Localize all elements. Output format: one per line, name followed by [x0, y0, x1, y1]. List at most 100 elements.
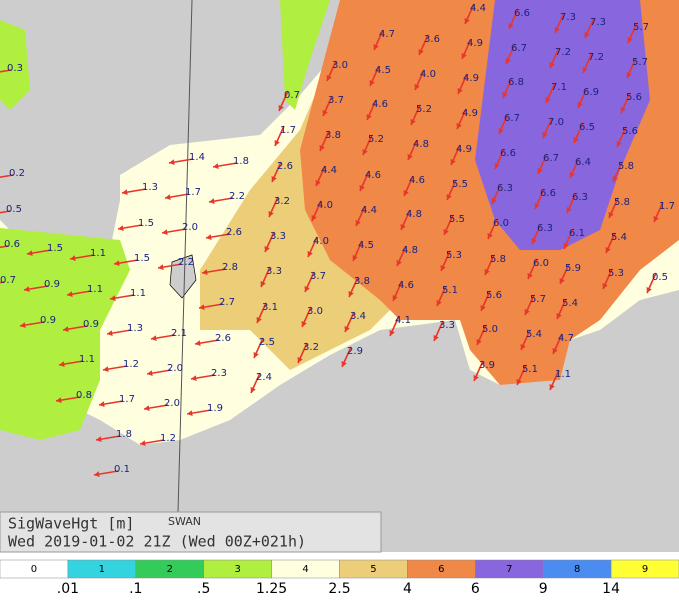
arrow-head: [440, 265, 446, 271]
wave-height-label: 0.7: [284, 90, 300, 101]
wave-height-label: 4.4: [321, 165, 337, 176]
wave-height-label: 1.2: [123, 359, 139, 370]
wave-height-label: 4.8: [402, 245, 418, 256]
arrow-head: [169, 159, 175, 165]
wave-arrow: [0, 174, 14, 178]
wave-height-label: 4.9: [467, 38, 483, 49]
wave-height-label: 6.6: [514, 8, 530, 19]
arrow-head: [304, 286, 310, 292]
wave-height-label: 5.1: [522, 364, 538, 375]
arrow-head: [480, 305, 486, 311]
wave-height-label: 5.8: [614, 197, 630, 208]
wave-height-label: 2.3: [211, 368, 227, 379]
arrow-head: [99, 401, 105, 407]
wave-height-label: 6.3: [537, 223, 553, 234]
arrow-head: [418, 49, 424, 55]
wave-height-label: 7.0: [548, 117, 564, 128]
wave-height-label: 0.6: [4, 239, 20, 250]
arrow-head: [559, 278, 565, 284]
wave-arrow: [0, 210, 11, 214]
wave-height-label: 2.2: [229, 191, 245, 202]
colorbar-tick: 6: [471, 581, 480, 597]
arrow-head: [433, 335, 439, 341]
arrow-head: [646, 287, 652, 293]
arrow-head: [484, 269, 490, 275]
arrow-head: [187, 410, 193, 416]
arrow-head: [605, 247, 611, 253]
wave-height-label: 2.9: [347, 346, 363, 357]
wave-height-label: 3.3: [439, 320, 455, 331]
wave-height-label: 5.7: [530, 294, 546, 305]
wave-height-label: 3.9: [479, 360, 495, 371]
arrow-head: [612, 176, 618, 182]
wave-height-label: 3.6: [424, 34, 440, 45]
arrow-head: [534, 203, 540, 209]
arrow-head: [476, 339, 482, 345]
wave-height-label: 2.4: [256, 372, 272, 383]
arrow-head: [250, 387, 256, 393]
arrow-head: [569, 172, 575, 178]
arrow-head: [268, 211, 274, 217]
arrow-head: [213, 163, 219, 169]
arrow-head: [260, 281, 266, 287]
wave-height-label: 6.1: [569, 228, 585, 239]
wave-height-label: 5.5: [452, 179, 468, 190]
arrow-head: [549, 62, 555, 68]
wave-height-label: 1.7: [119, 394, 135, 405]
arrow-head: [446, 194, 452, 200]
arrow-head: [443, 229, 449, 235]
wave-height-label: 4.9: [462, 108, 478, 119]
wave-height-label: 4.7: [379, 29, 395, 40]
arrow-head: [542, 132, 548, 138]
arrow-head: [20, 322, 26, 328]
arrow-head: [199, 304, 205, 310]
wave-height-label: 4.4: [470, 3, 486, 14]
sea-purple: [475, 0, 650, 250]
wave-height-label: 4.0: [313, 236, 329, 247]
wave-height-label: 5.4: [562, 298, 578, 309]
wave-height-label: 1.1: [87, 284, 103, 295]
arrow-head: [516, 379, 522, 385]
arrow-head: [653, 216, 659, 222]
wave-arrow: [0, 245, 9, 249]
wave-height-label: 4.8: [406, 209, 422, 220]
arrow-head: [403, 190, 409, 196]
wave-height-label: 6.3: [497, 183, 513, 194]
colorbar-tick: .01: [57, 581, 79, 597]
arrow-head: [122, 189, 128, 195]
arrow-head: [508, 23, 514, 29]
wave-height-label: 2.6: [277, 161, 293, 172]
arrow-head: [620, 107, 626, 113]
arrow-head: [264, 246, 270, 252]
wave-height-label: 4.0: [317, 200, 333, 211]
wave-height-label: 5.6: [486, 290, 502, 301]
colorbar-class: 5: [370, 564, 376, 575]
wave-height-label: 4.9: [456, 144, 472, 155]
arrow-head: [206, 234, 212, 240]
arrow-head: [274, 140, 280, 146]
arrow-head: [162, 229, 168, 235]
arrow-head: [494, 163, 500, 169]
arrow-head: [491, 198, 497, 204]
arrow-head: [253, 352, 259, 358]
arrow-head: [502, 92, 508, 98]
wave-height-label: 5.4: [611, 232, 627, 243]
arrow-head: [464, 18, 470, 24]
wave-height-label: 2.7: [219, 297, 235, 308]
arrow-head: [322, 110, 328, 116]
wave-height-label: 0.9: [83, 319, 99, 330]
arrow-head: [392, 295, 398, 301]
wave-height-label: 1.5: [47, 243, 63, 254]
wave-height-label: 5.2: [368, 134, 384, 145]
wave-height-label: 0.5: [6, 204, 22, 215]
wave-height-label: 5.1: [442, 285, 458, 296]
arrow-head: [396, 260, 402, 266]
arrow-head: [473, 375, 479, 381]
wave-height-label: 7.2: [588, 52, 604, 63]
arrow-head: [456, 123, 462, 129]
arrow-head: [573, 137, 579, 143]
wave-height-label: 2.8: [222, 262, 238, 273]
wave-height-label: 0.9: [40, 315, 56, 326]
colorbar-tick: 9: [539, 581, 548, 597]
arrow-head: [626, 72, 632, 78]
